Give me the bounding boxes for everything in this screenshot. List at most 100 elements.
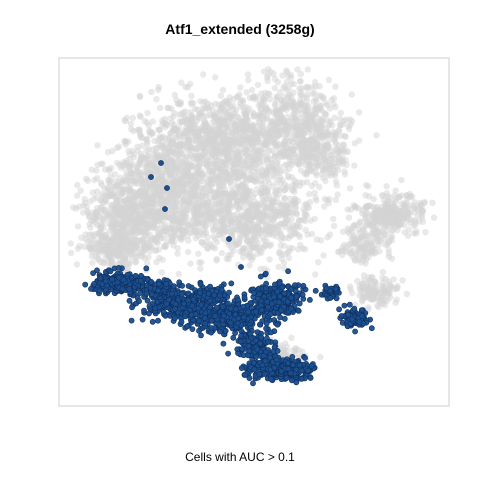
grey-cell-point: [89, 259, 96, 267]
grey-cell-point: [412, 221, 419, 228]
grey-cell-point: [325, 76, 332, 84]
grey-cell-point: [315, 259, 322, 266]
grey-cell-point: [136, 92, 143, 100]
grey-cell-point: [217, 159, 225, 166]
grey-cell-point: [149, 146, 156, 153]
grey-cell-point: [235, 121, 242, 128]
grey-cell-point: [405, 226, 412, 233]
grey-cell-point: [212, 235, 219, 243]
grey-cell-point: [217, 92, 225, 99]
grey-cell-point: [181, 162, 188, 169]
grey-cell-point: [254, 232, 262, 239]
grey-cell-point: [195, 250, 202, 257]
grey-cell-point: [362, 192, 369, 199]
grey-cell-point: [288, 232, 295, 239]
grey-cell-point: [125, 186, 133, 194]
grey-cell-point: [351, 237, 358, 244]
grey-cell-point: [276, 88, 284, 96]
grey-cell-point: [344, 206, 351, 213]
grey-cell-point: [129, 194, 136, 201]
grey-cell-point: [231, 161, 238, 168]
grey-cell-point: [385, 246, 392, 253]
grey-cell-point: [188, 92, 195, 100]
grey-cell-point: [122, 166, 129, 173]
grey-cell-point: [74, 181, 81, 189]
grey-cell-point: [419, 208, 426, 215]
grey-cell-point: [184, 248, 192, 256]
grey-cell-point: [139, 142, 146, 149]
grey-cell-point: [165, 211, 172, 218]
grey-cell-point: [332, 103, 339, 111]
grey-cell-point: [319, 167, 327, 174]
grey-cell-point: [254, 204, 261, 211]
grey-cell-point: [220, 134, 227, 141]
grey-cell-point: [204, 245, 212, 252]
grey-cell-point: [174, 250, 181, 257]
grey-cell-point: [265, 66, 272, 73]
blue-cell-point: [146, 310, 152, 317]
grey-cell-point: [294, 66, 301, 73]
grey-cell-point: [297, 241, 304, 249]
grey-cell-point: [324, 130, 331, 137]
grey-cell-point: [270, 110, 278, 117]
grey-cell-point: [258, 177, 265, 184]
grey-cell-point: [200, 71, 207, 78]
grey-cell-point: [237, 183, 244, 190]
grey-cell-point: [149, 118, 156, 125]
grey-cell-point: [109, 202, 117, 209]
grey-cell-point: [277, 231, 285, 238]
grey-cell-point: [265, 192, 273, 199]
grey-cell-point: [386, 204, 393, 212]
grey-cell-point: [275, 132, 282, 139]
grey-cell-point: [296, 217, 303, 224]
grey-cell-point: [176, 156, 183, 164]
grey-cell-point: [262, 107, 270, 114]
grey-cell-point: [266, 256, 273, 263]
grey-cell-point: [182, 218, 189, 225]
grey-cell-point: [385, 290, 392, 297]
grey-cell-point: [392, 187, 399, 194]
grey-cell-point: [355, 109, 363, 116]
grey-cell-point: [210, 226, 217, 234]
grey-cell-point: [312, 169, 320, 177]
grey-cell-point: [212, 221, 219, 228]
grey-cell-point: [187, 99, 195, 106]
grey-cell-point: [225, 201, 232, 209]
grey-cell-point: [261, 202, 268, 209]
blue-cell-point: [97, 275, 104, 282]
grey-cell-point: [339, 121, 346, 128]
grey-cell-point: [248, 256, 255, 263]
grey-cell-point: [275, 263, 282, 271]
grey-cell-point: [98, 190, 106, 198]
grey-cell-point: [196, 115, 203, 122]
grey-cell-point: [317, 353, 324, 361]
grey-cell-point: [308, 139, 315, 146]
blue-cell-point: [94, 267, 100, 274]
grey-cell-point: [231, 109, 239, 117]
grey-cell-point: [244, 133, 252, 141]
grey-cell-point: [297, 70, 304, 78]
grey-points-layer: [67, 66, 438, 371]
grey-cell-point: [288, 80, 295, 88]
grey-cell-point: [214, 200, 222, 207]
grey-cell-point: [332, 83, 339, 90]
grey-cell-point: [221, 190, 229, 197]
grey-cell-point: [312, 83, 319, 90]
grey-cell-point: [249, 232, 257, 239]
grey-cell-point: [299, 348, 306, 355]
grey-cell-point: [360, 272, 368, 279]
grey-cell-point: [192, 138, 199, 145]
grey-cell-point: [322, 100, 330, 107]
grey-cell-point: [171, 150, 178, 157]
grey-cell-point: [246, 196, 253, 203]
grey-cell-point: [365, 304, 372, 311]
grey-cell-point: [120, 177, 127, 184]
grey-cell-point: [129, 114, 136, 122]
grey-cell-point: [324, 140, 331, 147]
grey-cell-point: [83, 175, 90, 182]
grey-cell-point: [254, 225, 261, 232]
grey-cell-point: [169, 235, 176, 243]
grey-cell-point: [334, 191, 341, 198]
grey-cell-point: [125, 147, 132, 155]
grey-cell-point: [154, 237, 161, 245]
